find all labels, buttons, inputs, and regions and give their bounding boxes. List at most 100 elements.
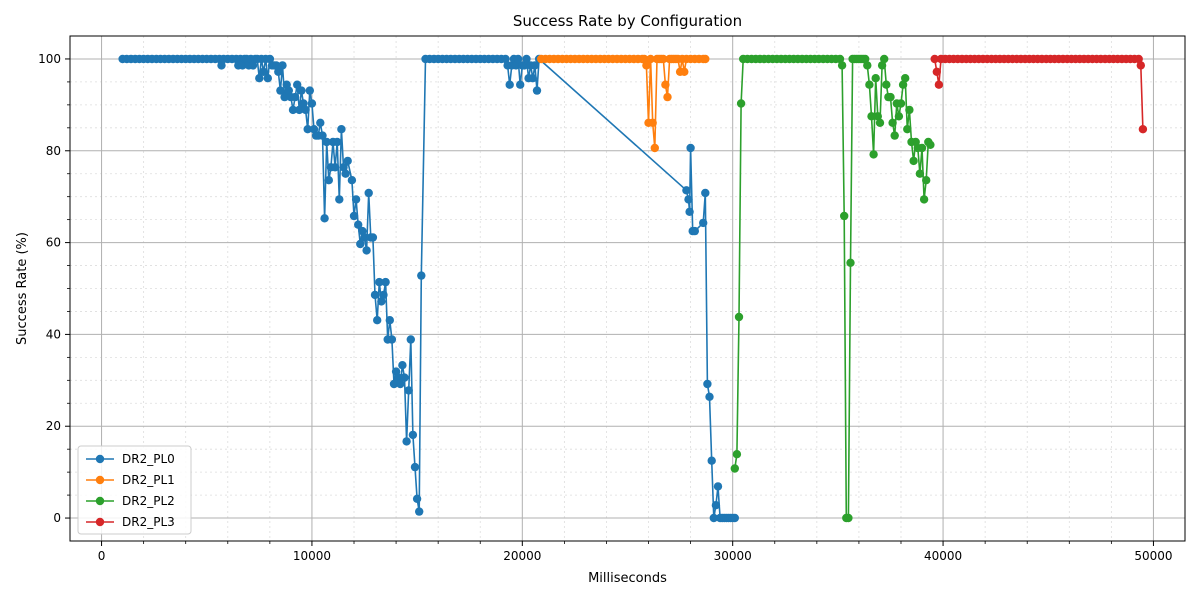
legend-marker xyxy=(95,517,105,527)
data-point xyxy=(511,61,521,70)
data-point xyxy=(882,80,891,89)
series-layer xyxy=(118,54,1148,523)
data-point xyxy=(274,67,283,77)
data-point xyxy=(835,54,845,64)
data-point xyxy=(661,80,670,89)
data-point xyxy=(217,61,226,70)
data-point xyxy=(709,513,718,523)
data-point xyxy=(686,143,695,153)
data-point xyxy=(412,494,422,503)
data-point xyxy=(1138,125,1148,134)
data-point xyxy=(663,92,672,102)
data-point xyxy=(707,456,716,465)
data-point xyxy=(730,513,739,523)
data-point xyxy=(898,80,908,89)
legend-marker xyxy=(95,454,105,464)
data-point xyxy=(530,61,540,70)
legend-marker xyxy=(95,475,105,485)
data-point xyxy=(875,118,885,128)
legend-label: DR2_PL2 xyxy=(122,494,175,508)
series-DR2_PL2 xyxy=(730,54,935,523)
data-point xyxy=(354,220,363,229)
data-point xyxy=(685,207,694,216)
data-point xyxy=(1134,54,1143,64)
data-point xyxy=(705,392,714,401)
data-point xyxy=(919,195,929,204)
data-point xyxy=(713,482,723,491)
data-point xyxy=(290,92,300,102)
data-point xyxy=(699,218,708,228)
y-axis-label: Success Rate (%) xyxy=(15,232,30,345)
data-point xyxy=(362,246,371,255)
data-point xyxy=(337,125,346,134)
data-point xyxy=(373,316,382,325)
data-point xyxy=(880,54,889,64)
legend: DR2_PL0 DR2_PL1 DR2_PL2 DR2_PL3 xyxy=(77,445,192,535)
data-point xyxy=(387,335,397,344)
data-point xyxy=(410,462,420,472)
data-point xyxy=(377,297,386,306)
legend-label: DR2_PL0 xyxy=(122,452,175,466)
data-point xyxy=(238,61,247,70)
data-point xyxy=(890,131,899,140)
data-point xyxy=(701,188,710,198)
x-tick-label: 40000 xyxy=(924,549,962,563)
data-point xyxy=(379,290,388,300)
legend-item-DR2_PL3: DR2_PL3 xyxy=(86,515,175,529)
x-axis-label: Milliseconds xyxy=(588,571,667,586)
data-point xyxy=(659,54,668,64)
data-point xyxy=(844,513,853,523)
data-point xyxy=(734,312,744,322)
data-point xyxy=(364,188,373,198)
x-tick-label: 0 xyxy=(98,549,106,563)
data-point xyxy=(417,271,426,280)
data-point xyxy=(276,86,285,95)
data-point xyxy=(259,67,268,77)
data-point xyxy=(905,105,914,115)
y-tick-label: 40 xyxy=(46,327,61,341)
data-point xyxy=(335,195,344,204)
data-point xyxy=(730,464,739,473)
data-point xyxy=(400,373,409,382)
legend-item-DR2_PL0: DR2_PL0 xyxy=(86,452,175,466)
legend-item-DR2_PL2: DR2_PL2 xyxy=(86,494,175,508)
data-point xyxy=(642,61,651,70)
legend-marker xyxy=(95,496,105,506)
data-point xyxy=(280,92,289,102)
data-point xyxy=(690,226,699,236)
data-point xyxy=(396,379,405,389)
data-point xyxy=(288,105,298,115)
data-point xyxy=(307,99,317,108)
data-point xyxy=(295,105,304,115)
data-point xyxy=(333,137,342,147)
data-point xyxy=(932,67,941,77)
data-point xyxy=(840,211,849,221)
data-point xyxy=(408,430,418,440)
data-point xyxy=(301,105,310,115)
data-point xyxy=(265,54,275,64)
data-point xyxy=(934,80,944,89)
data-point xyxy=(1136,61,1146,70)
data-point xyxy=(375,277,384,287)
data-point xyxy=(871,74,880,83)
data-point xyxy=(869,150,878,159)
data-point xyxy=(394,373,403,382)
data-point xyxy=(926,140,935,149)
data-point xyxy=(505,80,514,89)
data-point xyxy=(648,118,657,128)
data-point xyxy=(330,163,340,172)
data-point xyxy=(349,211,359,221)
data-point xyxy=(402,437,411,446)
data-point xyxy=(272,61,281,70)
series-DR2_PL0 xyxy=(118,54,739,523)
plot-area xyxy=(70,36,1185,541)
data-point xyxy=(324,176,333,185)
x-tick-label: 10000 xyxy=(293,549,331,563)
y-tick-label: 80 xyxy=(46,144,61,158)
data-point xyxy=(381,277,390,287)
series-DR2_PL3 xyxy=(930,54,1148,134)
data-point xyxy=(255,74,264,83)
data-point xyxy=(284,86,293,95)
data-point xyxy=(886,92,895,102)
y-tick-label: 60 xyxy=(46,236,61,250)
